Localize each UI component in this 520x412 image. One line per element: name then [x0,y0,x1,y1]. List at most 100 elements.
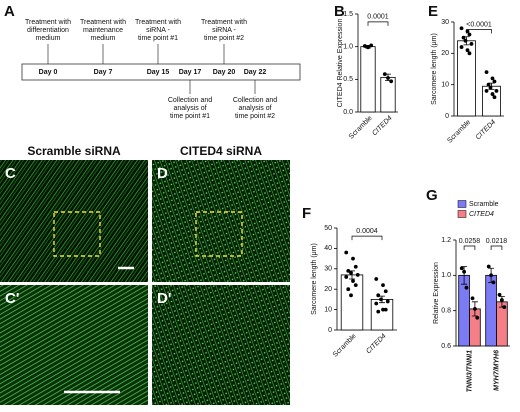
y-tick-label: 1.2 [441,237,451,244]
micrograph [0,160,148,282]
data-point [376,293,381,298]
timeline-note: maintenance [83,27,123,34]
timeline-note: time point #2 [204,35,244,42]
panel-label: A [4,3,15,20]
y-tick-label: 1.0 [441,272,451,279]
data-point [464,285,469,290]
zoom-box [53,211,101,257]
significance-bracket [463,245,476,250]
day-label: Day 7 [94,69,113,76]
y-tick-label: 20 [324,286,332,293]
y-tick-label: 20 [441,50,449,57]
legend-swatch [457,210,467,218]
data-point [385,299,390,304]
x-tick-label: Scramble [446,119,472,145]
timeline-note: time point #2 [235,113,275,120]
bar [485,274,497,347]
data-point [344,275,349,279]
data-point [463,38,468,43]
x-tick-label: CITED4 [365,333,388,356]
data-point [490,92,495,96]
significance-bracket [466,29,492,34]
timeline-note: Collection and [168,97,212,104]
bar [457,40,476,117]
legend-label: CITED4 [469,211,494,218]
data-point [362,44,367,48]
day-label: Day 17 [179,69,202,76]
timeline-note: medium [36,35,61,42]
data-point [386,76,390,80]
y-tick-label: 10 [324,306,332,313]
timeline-note: siRNA - [212,27,236,34]
data-point [461,35,466,40]
data-point [374,301,379,306]
x-tick-label: Scramble [348,115,374,141]
bar [380,76,396,113]
y-axis-label: Relative Expression [433,262,440,324]
data-point [492,79,497,84]
p-value: 0.0258 [459,238,481,245]
data-point [389,79,394,84]
data-point [486,264,491,269]
panel-label: F [302,205,311,222]
data-point [470,296,475,301]
timeline-note: Treatment with [201,19,247,26]
y-tick-label: 10 [441,82,449,89]
panel-label: E [428,3,438,20]
bar [340,274,364,331]
y-tick-label: 1.5 [343,11,353,18]
data-point [459,266,464,271]
data-point [494,89,499,93]
p-value: 0.0001 [367,14,389,21]
legend-swatch [457,200,467,208]
panel-label: G [426,187,438,204]
x-tick-label: CITED4 [371,115,394,138]
data-point [382,72,387,77]
image-title: CITED4 siRNA [180,144,262,158]
data-point [492,95,497,100]
y-tick-label: 40 [324,245,332,252]
micrograph [152,285,290,405]
data-point [383,289,388,294]
y-axis-label: Sarcomere length (μm) [311,243,318,315]
data-point [491,280,496,285]
micrograph [0,285,148,405]
timeline-note: time point #1 [170,113,210,120]
data-point [490,76,495,81]
y-tick-label: 0.8 [441,308,451,315]
timeline-note: time point #1 [138,35,178,42]
x-tick-label: MYH7/MYH6 [493,350,500,391]
y-tick-label: 1.0 [343,44,353,51]
timeline-note: Treatment with [135,19,181,26]
data-point [376,309,381,314]
data-point [500,298,504,302]
data-point [497,292,502,297]
data-point [459,26,464,31]
timeline-note: differentiation [27,27,69,34]
y-tick-label: 0.6 [441,343,451,350]
timeline-note: Treatment with [25,19,71,26]
timeline-note: siRNA - [146,27,170,34]
data-point [381,307,385,312]
y-tick-label: 0.0 [343,109,353,116]
zoom-box [195,211,243,257]
data-point [467,51,472,56]
data-point [475,315,480,320]
panel-label: C' [5,290,19,307]
data-point [344,250,349,255]
timeline-note: analysis of [173,105,206,112]
p-value: 0.0218 [486,238,508,245]
data-point [467,32,472,37]
data-point [355,273,360,277]
p-value: <0.0001 [466,21,492,28]
data-point [469,42,474,46]
data-point [486,82,491,87]
bar [496,301,508,347]
data-point [379,297,383,302]
timeline-bar [21,63,301,81]
x-tick-label: CITED4 [475,119,498,142]
significance-bracket [367,21,389,26]
data-point [353,264,358,269]
data-point [346,268,351,273]
